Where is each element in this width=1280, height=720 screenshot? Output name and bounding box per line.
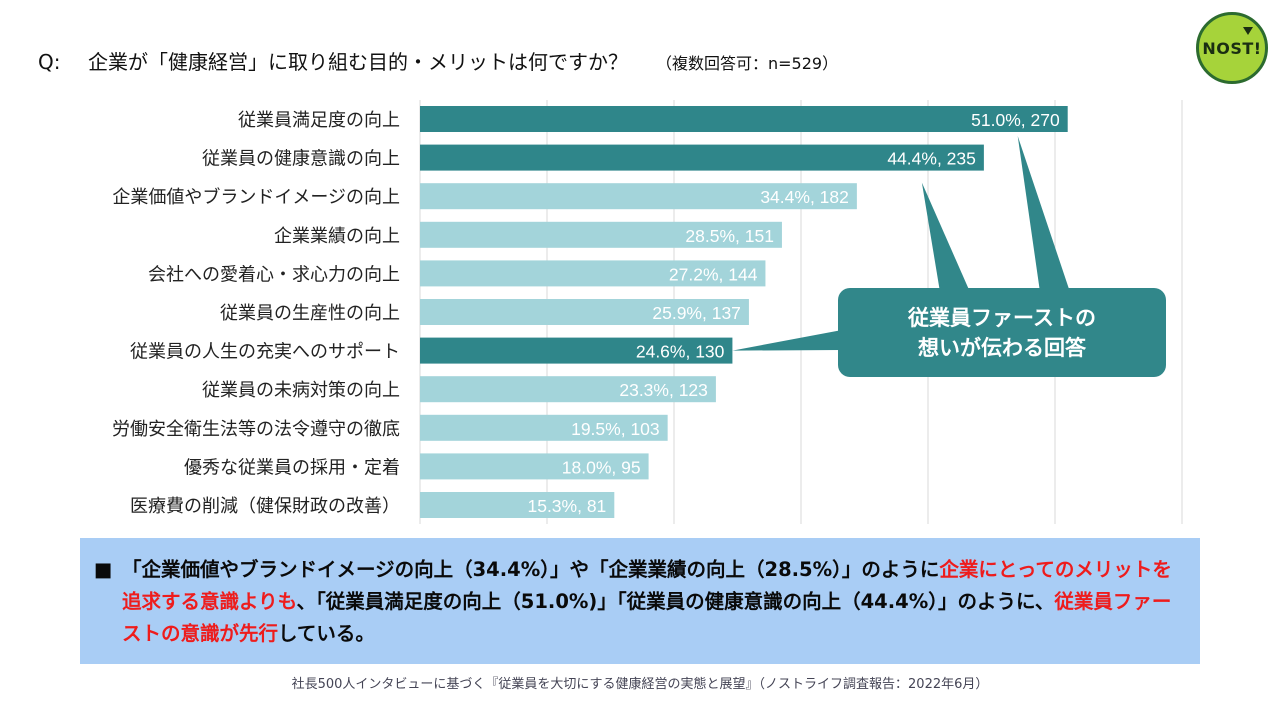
callout-box: 従業員ファーストの 想いが伝わる回答 [838, 288, 1166, 377]
callout-line-1: 従業員ファーストの [908, 305, 1096, 330]
data-label: 44.4%, 235 [887, 149, 976, 169]
bar [420, 337, 733, 364]
bar [420, 221, 782, 248]
data-label: 25.9%, 137 [652, 303, 741, 323]
summary-highlight-2: 従業員ファーストの意識が先行 [122, 590, 1172, 645]
question-title: Q: 企業が「健康経営」に取り組む目的・メリットは何ですか？ （複数回答可：n=52… [38, 46, 838, 75]
nost-logo: NOST! [1196, 12, 1268, 84]
data-label: 15.3%, 81 [527, 496, 606, 516]
bar [420, 492, 615, 518]
logo-text: NOST! [1202, 38, 1262, 58]
data-label: 34.4%, 182 [760, 187, 849, 207]
question-note: （複数回答可：n=529） [656, 54, 839, 73]
logo-mark-icon [1243, 27, 1253, 35]
category-label: 従業員満足度の向上 [238, 110, 400, 131]
category-label: 従業員の未病対策の向上 [202, 380, 400, 401]
bar [420, 453, 649, 480]
question-text: 企業が「健康経営」に取り組む目的・メリットは何ですか？ [88, 50, 628, 74]
data-label: 23.3%, 123 [619, 380, 708, 400]
data-label: 27.2%, 144 [669, 264, 758, 284]
category-label: 従業員の健康意識の向上 [202, 149, 400, 170]
summary-text-2: 、「従業員満足度の向上（51.0%)」「従業員の健康意識の向上（44.4%）」の… [296, 590, 1055, 613]
question-prefix: Q: [38, 50, 61, 74]
bar [420, 299, 749, 325]
data-label: 51.0%, 270 [971, 110, 1060, 130]
callout-pointer [921, 182, 970, 292]
data-label: 19.5%, 103 [571, 419, 660, 439]
data-label: 24.6%, 130 [636, 342, 725, 362]
category-label: 会社への愛着心・求心力の向上 [148, 264, 400, 285]
summary-bullet-icon: ■ [94, 558, 113, 581]
bar [420, 376, 716, 403]
category-label: 従業員の人生の充実へのサポート [130, 342, 400, 363]
source-citation: 社長500人インタビューに基づく『従業員を大切にする健康経営の実態と展望』（ノス… [291, 677, 989, 692]
summary-text-3: している。 [278, 622, 375, 645]
summary-text-1: 「企業価値やブランドイメージの向上（34.4%）」や「企業業績の向上（28.5%… [122, 558, 940, 581]
data-label: 28.5%, 151 [685, 226, 774, 246]
category-label: 労働安全衛生法等の法令遵守の徹底 [112, 419, 400, 440]
category-label: 優秀な従業員の採用・定着 [184, 457, 400, 478]
callout-line-2: 想いが伝わる回答 [918, 335, 1086, 360]
category-label: 企業価値やブランドイメージの向上 [112, 186, 400, 208]
callout-pointer [732, 330, 842, 351]
category-label: 従業員の生産性の向上 [220, 303, 400, 324]
bar [420, 260, 766, 287]
bar-chart: 従業員満足度の向上 51.0%, 270 従業員の健康意識の向上 44.4%, 235… [112, 100, 1183, 524]
callout-pointer [1017, 136, 1070, 292]
bar [420, 183, 857, 210]
category-label: 企業業績の向上 [274, 226, 400, 247]
bar [420, 106, 1068, 132]
summary-highlight-1: 企業にとってのメリットを追求する意識よりも [122, 558, 1172, 613]
summary-box: ■ 「企業価値やブランドイメージの向上（34.4%）」や「企業業績の向上（28.… [80, 538, 1200, 664]
bar [420, 414, 668, 441]
bar [420, 144, 984, 171]
category-label: 医療費の削減（健保財政の改善） [130, 496, 400, 517]
data-label: 18.0%, 95 [562, 457, 641, 477]
